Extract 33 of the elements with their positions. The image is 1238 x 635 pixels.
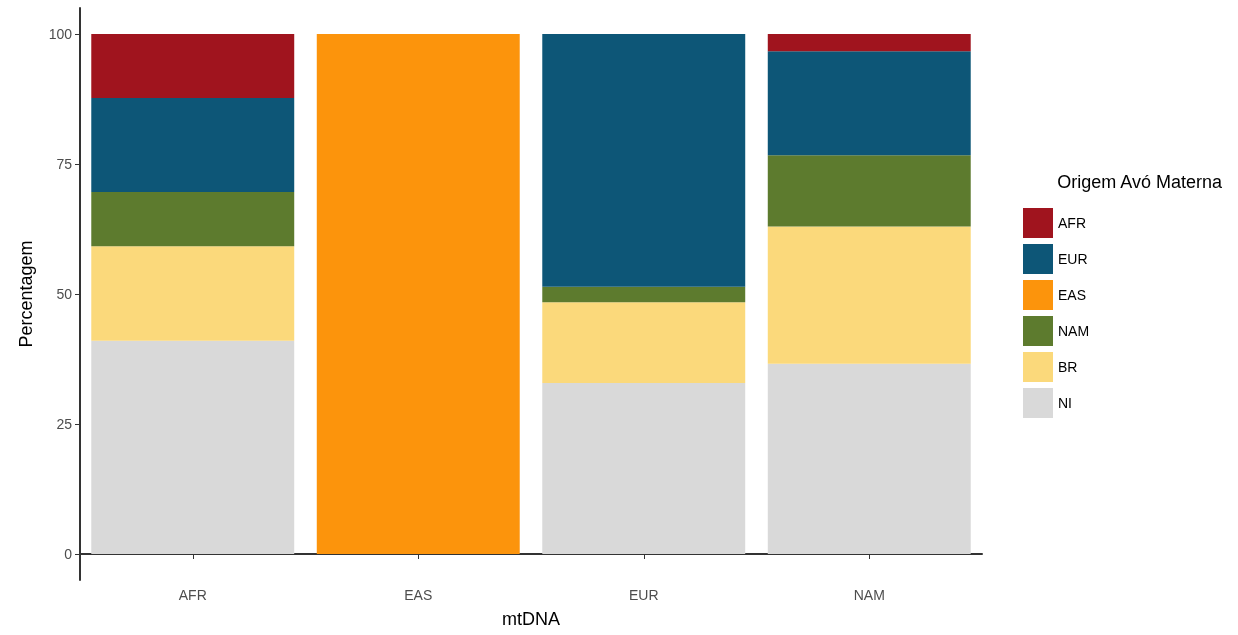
- legend-label: NI: [1058, 395, 1072, 411]
- y-tick-label: 0: [64, 546, 73, 562]
- x-tick-label: EUR: [628, 587, 659, 603]
- x-tick-label: NAM: [853, 587, 885, 603]
- bar: [767, 363, 971, 554]
- y-tick-label: 25: [56, 416, 73, 432]
- bar: [91, 97, 295, 193]
- legend-label: EUR: [1058, 251, 1088, 267]
- x-axis-title: mtDNA: [502, 609, 560, 629]
- bar: [767, 155, 971, 227]
- y-axis-title: Percentagem: [16, 240, 36, 348]
- x-tick-label: EAS: [404, 587, 433, 603]
- bar: [542, 382, 746, 554]
- y-tick-label: 75: [56, 156, 73, 172]
- bar: [316, 34, 520, 554]
- bar: [91, 340, 295, 554]
- legend-label: BR: [1058, 359, 1078, 375]
- x-tick-label: AFR: [178, 587, 207, 603]
- bar: [542, 286, 746, 303]
- bar: [542, 302, 746, 383]
- bar: [767, 226, 971, 364]
- bar: [91, 246, 295, 341]
- legend-title: Origem Avó Materna: [1057, 172, 1223, 192]
- bar: [767, 51, 971, 156]
- y-tick-label: 50: [56, 286, 73, 302]
- y-tick-label: 100: [48, 26, 73, 42]
- legend-label: AFR: [1058, 215, 1086, 231]
- legend-label: EAS: [1058, 287, 1087, 303]
- bar: [91, 34, 295, 98]
- bar: [542, 34, 746, 287]
- bar: [767, 34, 971, 52]
- bar: [91, 192, 295, 247]
- legend-label: NAM: [1058, 323, 1090, 339]
